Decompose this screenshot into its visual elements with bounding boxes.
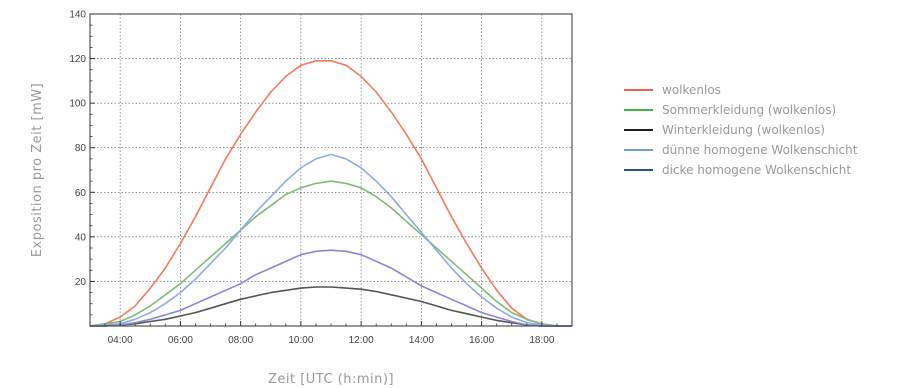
legend-label: Winterkleidung (wolkenlos) [662,122,826,137]
series-lines [89,59,572,327]
series-line-5 [90,249,572,327]
y-tick-label: 120 [69,54,86,65]
x-tick-label: 14:00 [409,335,434,346]
legend-item: Winterkleidung (wolkenlos) [624,120,857,139]
y-axis-title: Exposition pro Zeit [mW] [30,83,45,257]
legend-item: dünne homogene Wolkenschicht [624,140,857,159]
legend-item: wolkenlos [624,80,857,99]
x-tick-label: 04:00 [108,335,133,346]
y-tick-label: 80 [75,143,87,154]
legend-label: dicke homogene Wolkenschicht [662,162,852,177]
x-tick-label: 18:00 [529,335,554,346]
y-tick-label: 140 [69,10,86,21]
legend-label: Sommerkleidung (wolkenlos) [662,102,837,117]
legend-item: Sommerkleidung (wolkenlos) [624,100,857,119]
x-tick-label: 10:00 [288,335,313,346]
legend-swatch [624,148,653,151]
series-line-1 [89,59,572,327]
series-line-3 [90,286,572,327]
x-tick-label: 08:00 [228,335,253,346]
legend-swatch [624,88,653,91]
series-line-2 [89,180,572,327]
y-tick-label: 40 [75,232,87,243]
legend-item: dicke homogene Wolkenschicht [624,160,857,179]
legend-label: dünne homogene Wolkenschicht [662,142,858,157]
grid [90,14,572,326]
series-line-4 [89,153,572,327]
axis-ticks: 04:00 06:00 08:00 10:00 12:00 14:00 16:00 18:00… [69,10,558,346]
legend-swatch [624,128,653,131]
y-tick-label: 60 [75,188,87,199]
y-tick-label: 100 [69,99,86,110]
legend: wolkenlos Sommerkleidung (wolkenlos) Winte… [624,80,857,180]
legend-swatch [624,168,653,171]
legend-label: wolkenlos [662,82,721,97]
legend-swatch [624,108,653,111]
x-tick-label: 06:00 [168,335,193,346]
x-tick-label: 12:00 [349,335,374,346]
y-tick-label: 20 [75,277,87,288]
x-tick-label: 16:00 [469,335,494,346]
x-axis-title: Zeit [UTC (h:min)] [268,372,394,387]
